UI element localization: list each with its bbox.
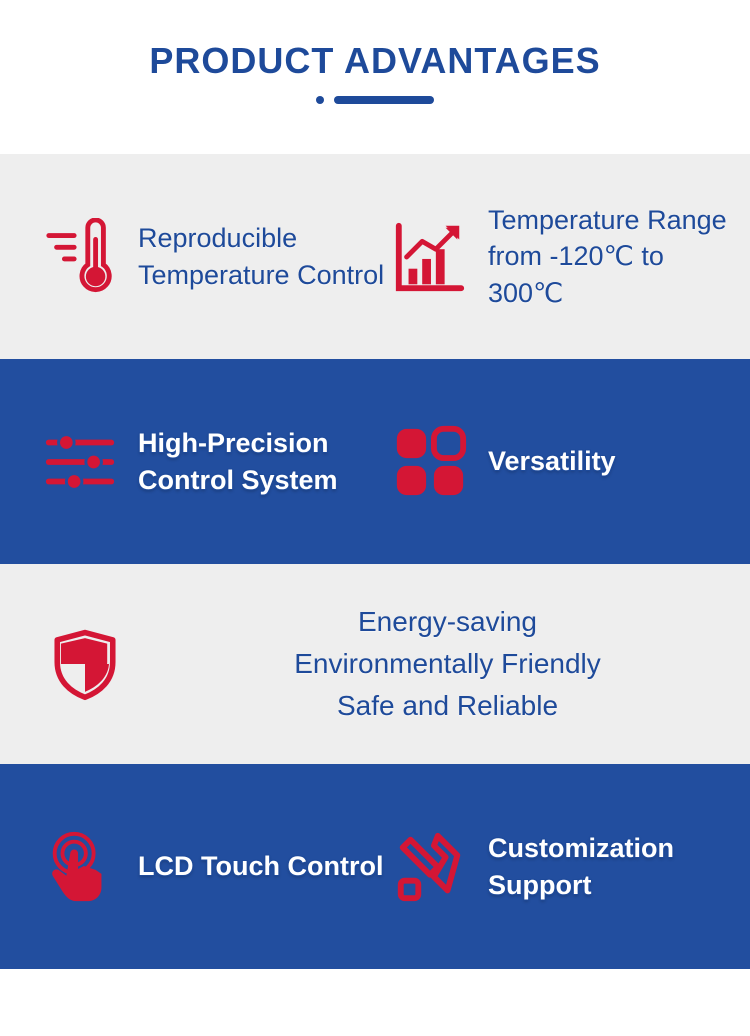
advantage-row-3: Energy-savingEnvironmentally FriendlySaf… xyxy=(0,564,750,764)
tools-icon xyxy=(390,827,470,907)
advantage-label: Versatility xyxy=(488,443,616,479)
chart-up-icon xyxy=(390,217,470,297)
advantage-row-4: LCD Touch Control Customization Support xyxy=(0,764,750,969)
advantage-row-2: High-Precision Control System Versatilit… xyxy=(0,359,750,564)
sliders-icon xyxy=(40,422,120,502)
advantage-row-1: Reproducible Temperature Control Temp xyxy=(0,154,750,359)
page-title: PRODUCT ADVANTAGES xyxy=(0,40,750,82)
advantage-item: Customization Support xyxy=(390,827,740,907)
advantage-item: Versatility xyxy=(390,422,740,502)
advantage-item: Temperature Range from -120℃ to 300℃ xyxy=(390,202,740,311)
advantage-label: Customization Support xyxy=(488,830,740,903)
advantage-label: Energy-savingEnvironmentally FriendlySaf… xyxy=(155,601,740,727)
advantage-item: Reproducible Temperature Control xyxy=(40,217,390,297)
grid-icon xyxy=(390,422,470,502)
advantage-item: High-Precision Control System xyxy=(40,422,390,502)
advantage-label: Reproducible Temperature Control xyxy=(138,220,390,293)
thermometer-icon xyxy=(40,217,120,297)
advantage-item: LCD Touch Control xyxy=(40,827,390,907)
shield-icon xyxy=(45,624,125,704)
advantage-label: High-Precision Control System xyxy=(138,425,390,498)
touch-icon xyxy=(40,827,120,907)
header: PRODUCT ADVANTAGES xyxy=(0,0,750,154)
underline-bar xyxy=(334,96,434,104)
underline-dot xyxy=(316,96,324,104)
title-underline xyxy=(0,96,750,104)
advantage-label: Temperature Range from -120℃ to 300℃ xyxy=(488,202,740,311)
advantage-label: LCD Touch Control xyxy=(138,848,383,884)
